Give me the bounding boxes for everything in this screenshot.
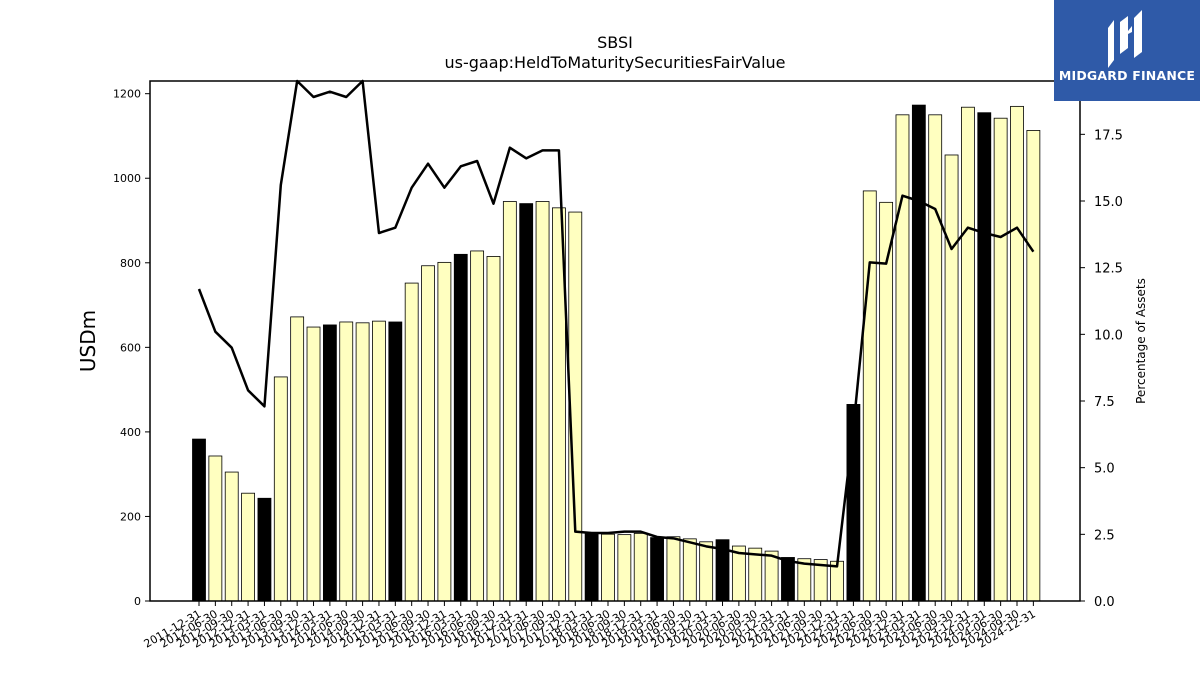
y2-axis-label: Percentage of Assets [1134, 278, 1148, 404]
y2-tick-label: 7.5 [1094, 395, 1115, 410]
bar-2015-09-30 [437, 261, 452, 602]
bar-2015-06-30 [421, 265, 435, 602]
chart-title: SBSI [597, 33, 633, 52]
midgard-finance-logo: MIDGARD FINANCE [1054, 0, 1200, 101]
y2-tick-label: 15.0 [1094, 195, 1123, 210]
bar-2016-12-31 [519, 203, 534, 602]
bar-2014-06-30 [355, 322, 370, 602]
bar-2012-06-30 [224, 471, 239, 602]
y2-tick-label: 2.5 [1094, 528, 1115, 543]
percentage-line [197, 79, 1035, 568]
bar-2013-03-31 [273, 376, 288, 602]
bar-2022-09-30 [895, 114, 910, 602]
bar-2012-12-31 [257, 497, 272, 602]
y2-tick-label: 5.0 [1094, 462, 1115, 477]
bar-2024-09-30 [1026, 130, 1041, 602]
bar-2013-12-31 [322, 324, 337, 602]
y2-tick-label: 17.5 [1094, 128, 1123, 143]
bar-2018-09-30 [633, 532, 648, 602]
bar-2017-12-31 [584, 532, 599, 602]
bar-2015-03-31 [404, 282, 419, 602]
bar-2023-12-31 [977, 112, 992, 602]
bar-2019-03-31 [666, 536, 681, 602]
bar-2023-06-30 [944, 154, 959, 602]
y-tick-label: 400 [120, 426, 141, 439]
bar-2016-09-30 [502, 201, 517, 602]
bar-2018-03-31 [601, 533, 615, 602]
y-tick-label: 1200 [113, 88, 141, 101]
bar-2022-03-31 [862, 190, 877, 602]
bar-2013-06-30 [290, 316, 305, 602]
bar-2014-03-31 [339, 321, 354, 602]
y-tick-label: 200 [120, 510, 141, 523]
y-axis-left: 0 200 400 600 800 1000 1200 [113, 88, 150, 608]
y2-tick-label: 12.5 [1094, 262, 1123, 277]
y2-tick-label: 10.0 [1094, 328, 1123, 343]
bar-2018-06-30 [617, 534, 632, 602]
bar-2024-06-30 [1010, 105, 1024, 602]
bar-2016-06-30 [486, 256, 501, 602]
bar-2019-09-30 [699, 541, 714, 602]
bar-2013-09-30 [306, 326, 321, 602]
bar-2020-09-30 [764, 550, 779, 602]
plot-frame [149, 80, 1081, 602]
bar-series [192, 104, 1041, 602]
bar-2016-03-31 [470, 250, 485, 602]
x-axis: 2011-12-312012-06-302012-09-302012-12-31… [142, 601, 1038, 651]
bar-2014-12-31 [388, 321, 403, 602]
y-tick-label: 0 [134, 595, 141, 608]
bar-2015-12-31 [453, 253, 468, 602]
bar-2023-03-31 [928, 114, 943, 602]
bar-2017-03-31 [535, 201, 550, 602]
bar-2020-06-30 [748, 547, 763, 602]
bar-2022-12-31 [911, 104, 926, 602]
y-tick-label: 1000 [113, 172, 141, 185]
chart-subtitle: us-gaap:HeldToMaturitySecuritiesFairValu… [444, 53, 785, 72]
y-tick-label: 600 [120, 341, 141, 354]
logo-mark-icon [1108, 10, 1142, 68]
bar-2023-09-30 [961, 106, 975, 602]
y-axis-label: USDm [76, 310, 100, 372]
bar-2018-12-31 [650, 537, 664, 602]
bar-2012-03-31 [208, 455, 223, 602]
bar-2012-09-30 [241, 492, 255, 602]
bar-2011-12-31 [192, 438, 206, 602]
logo-text: MIDGARD FINANCE [1058, 68, 1196, 83]
y2-tick-label: 0.0 [1094, 595, 1115, 610]
bar-2024-03-31 [993, 117, 1008, 602]
bar-2019-06-30 [682, 538, 697, 602]
y-axis-right: 0.0 2.5 5.0 7.5 10.0 12.5 15.0 17.5 [1080, 128, 1123, 610]
y-tick-label: 800 [120, 257, 141, 270]
bar-2020-12-31 [781, 557, 795, 602]
bar-2014-09-30 [372, 320, 386, 602]
